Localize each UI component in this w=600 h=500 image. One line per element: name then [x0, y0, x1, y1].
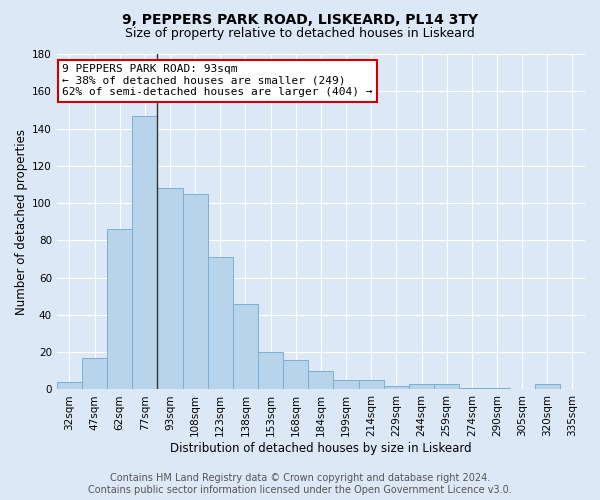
Bar	[233, 304, 258, 390]
Text: Size of property relative to detached houses in Liskeard: Size of property relative to detached ho…	[125, 28, 475, 40]
Bar	[409, 384, 434, 390]
Bar	[359, 380, 384, 390]
Bar	[459, 388, 484, 390]
Bar	[157, 188, 182, 390]
Bar	[334, 380, 359, 390]
Bar	[258, 352, 283, 390]
Bar	[283, 360, 308, 390]
X-axis label: Distribution of detached houses by size in Liskeard: Distribution of detached houses by size …	[170, 442, 472, 455]
Bar	[484, 388, 509, 390]
Y-axis label: Number of detached properties: Number of detached properties	[15, 128, 28, 314]
Text: Contains HM Land Registry data © Crown copyright and database right 2024.
Contai: Contains HM Land Registry data © Crown c…	[88, 474, 512, 495]
Bar	[208, 257, 233, 390]
Bar	[535, 384, 560, 390]
Bar	[182, 194, 208, 390]
Bar	[107, 229, 132, 390]
Text: 9 PEPPERS PARK ROAD: 93sqm
← 38% of detached houses are smaller (249)
62% of sem: 9 PEPPERS PARK ROAD: 93sqm ← 38% of deta…	[62, 64, 373, 98]
Bar	[132, 116, 157, 390]
Bar	[57, 382, 82, 390]
Bar	[434, 384, 459, 390]
Bar	[308, 371, 334, 390]
Bar	[384, 386, 409, 390]
Bar	[82, 358, 107, 390]
Text: 9, PEPPERS PARK ROAD, LISKEARD, PL14 3TY: 9, PEPPERS PARK ROAD, LISKEARD, PL14 3TY	[122, 12, 478, 26]
